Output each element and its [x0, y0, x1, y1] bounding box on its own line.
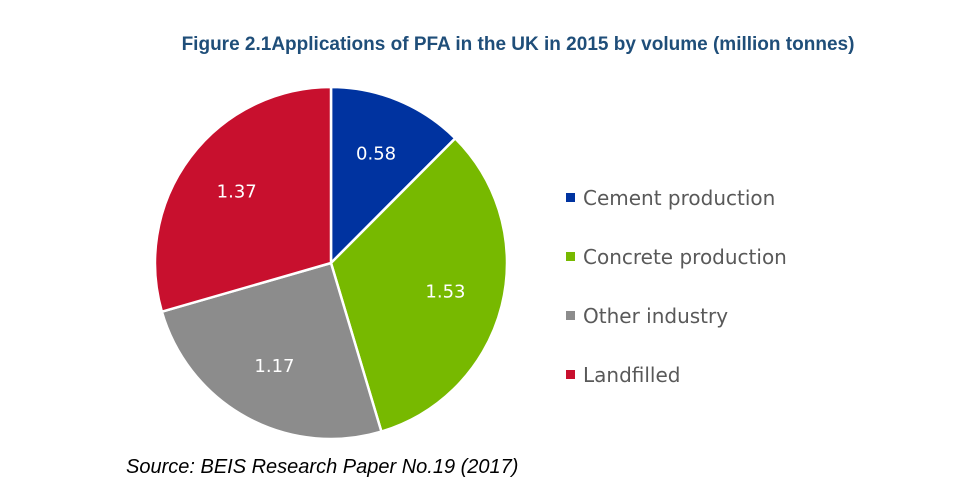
- legend-item-cement-production: Cement production: [566, 168, 787, 227]
- figure-title: Figure 2.1Applications of PFA in the UK …: [181, 34, 855, 55]
- legend-label-concrete-production: Concrete production: [583, 244, 787, 269]
- pie-slice-landfilled: [153, 85, 333, 313]
- legend-label-other-industry: Other industry: [583, 303, 729, 328]
- legend-swatch-concrete-production: [566, 252, 575, 261]
- legend-label-landfilled: Landfilled: [583, 362, 681, 387]
- legend-swatch-cement-production: [566, 193, 575, 202]
- pie-slice-cement-production: [329, 85, 457, 265]
- legend-label-cement-production: Cement production: [583, 185, 776, 210]
- source-note: Source: BEIS Research Paper No.19 (2017): [126, 456, 519, 478]
- pie-slice-concrete-production: [329, 137, 509, 433]
- legend-item-concrete-production: Concrete production: [566, 227, 787, 286]
- chart-legend: Cement production Concrete production Othe…: [566, 168, 787, 404]
- legend-swatch-landfilled: [566, 370, 575, 379]
- data-label-other-industry: 1.17: [254, 356, 294, 377]
- data-label-landfilled: 1.37: [217, 182, 257, 203]
- legend-item-landfilled: Landfilled: [566, 345, 787, 404]
- data-label-cement-production: 0.58: [356, 143, 396, 164]
- data-label-concrete-production: 1.53: [425, 281, 465, 302]
- legend-swatch-other-industry: [566, 311, 575, 320]
- pie-slice-other-industry: [160, 261, 383, 441]
- legend-item-other-industry: Other industry: [566, 286, 787, 345]
